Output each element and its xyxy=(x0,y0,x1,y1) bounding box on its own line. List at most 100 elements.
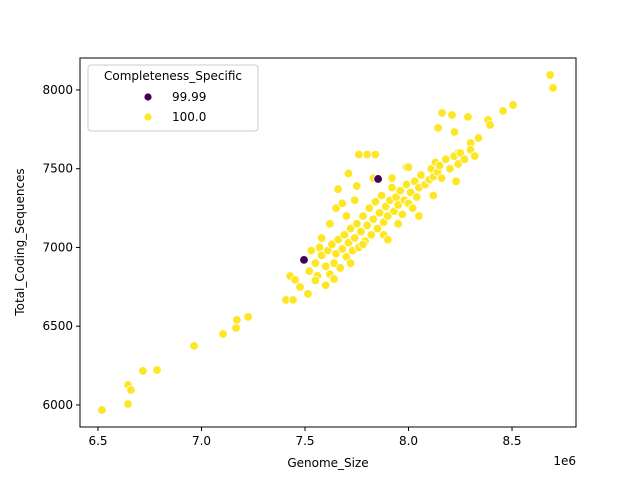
point xyxy=(395,186,405,196)
point xyxy=(138,366,148,376)
point xyxy=(449,127,460,137)
point xyxy=(329,274,339,284)
point xyxy=(441,154,451,164)
point xyxy=(428,190,439,201)
point xyxy=(325,219,335,229)
point xyxy=(393,200,403,210)
point xyxy=(387,173,397,183)
x-tick-label: 7.0 xyxy=(192,434,211,448)
point xyxy=(485,120,495,130)
plot-frame xyxy=(79,57,577,428)
point xyxy=(403,162,414,172)
point xyxy=(345,258,356,268)
point xyxy=(314,242,325,253)
point xyxy=(401,179,412,190)
point xyxy=(358,239,368,250)
point xyxy=(451,176,461,187)
point xyxy=(339,230,350,240)
point xyxy=(383,234,393,245)
x-tick-label: 7.5 xyxy=(295,434,314,448)
point xyxy=(350,233,360,243)
point xyxy=(372,223,383,234)
point xyxy=(362,149,372,160)
point xyxy=(376,190,387,201)
point xyxy=(370,197,381,207)
point xyxy=(306,245,316,256)
x-tick-label: 6.5 xyxy=(88,434,107,448)
point xyxy=(434,160,445,171)
point xyxy=(397,209,408,220)
point xyxy=(329,258,339,268)
point xyxy=(370,149,381,160)
point xyxy=(303,289,313,299)
x-axis-label: Genome_Size xyxy=(287,456,368,470)
point xyxy=(316,233,327,243)
point xyxy=(383,211,393,221)
point xyxy=(470,151,480,161)
legend-box xyxy=(87,64,259,132)
point xyxy=(463,112,473,122)
point xyxy=(295,282,305,292)
point xyxy=(327,239,337,250)
point xyxy=(310,258,321,268)
point xyxy=(343,168,354,179)
point xyxy=(437,108,447,118)
point xyxy=(436,173,447,183)
point xyxy=(368,214,379,224)
point xyxy=(362,220,372,231)
point xyxy=(364,203,374,213)
point xyxy=(331,203,341,213)
point xyxy=(310,275,321,286)
point xyxy=(447,110,457,120)
point xyxy=(414,211,424,221)
point xyxy=(433,123,443,133)
point xyxy=(304,266,314,276)
point xyxy=(445,164,455,174)
point xyxy=(290,275,300,285)
point xyxy=(416,170,426,180)
point xyxy=(387,182,397,193)
point xyxy=(393,219,403,229)
y-tick-label: 6000 xyxy=(42,398,73,412)
point xyxy=(321,280,331,290)
point xyxy=(232,315,242,325)
point xyxy=(97,405,107,415)
point xyxy=(548,83,558,93)
point xyxy=(288,295,298,305)
point xyxy=(335,263,345,273)
point xyxy=(243,312,253,322)
point xyxy=(407,203,418,213)
point xyxy=(337,244,347,254)
point xyxy=(405,187,416,198)
point xyxy=(350,195,360,205)
point xyxy=(299,255,309,265)
point xyxy=(231,323,241,333)
point xyxy=(123,399,133,409)
point xyxy=(498,106,508,116)
y-tick-label: 7500 xyxy=(42,162,73,176)
point xyxy=(333,234,343,245)
point xyxy=(345,223,356,234)
legend-marker xyxy=(143,112,153,122)
point xyxy=(152,365,162,375)
point xyxy=(218,329,228,339)
point xyxy=(366,230,376,240)
point xyxy=(459,154,470,164)
legend-title: Completeness_Specific xyxy=(104,69,242,83)
legend-label: 100.0 xyxy=(172,110,206,124)
point xyxy=(126,385,136,395)
y-axis-label: Total_Coding_Sequences xyxy=(13,168,27,316)
point xyxy=(341,211,352,221)
point xyxy=(374,208,385,218)
legend-label: 99.99 xyxy=(172,90,206,104)
point xyxy=(412,192,422,202)
point xyxy=(358,211,368,221)
point xyxy=(373,174,383,184)
point xyxy=(337,198,347,209)
point xyxy=(352,181,362,191)
y-tick-label: 8000 xyxy=(42,83,73,97)
point xyxy=(321,261,331,272)
legend-marker xyxy=(143,92,153,102)
